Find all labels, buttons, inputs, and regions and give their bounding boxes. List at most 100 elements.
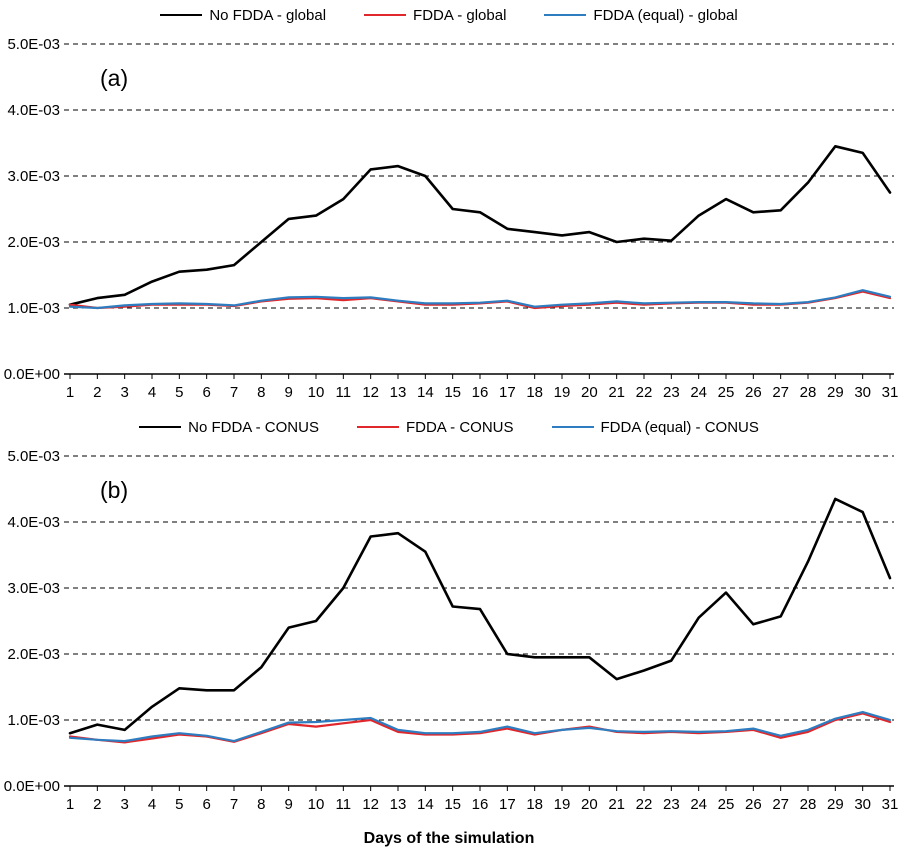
legend-line-swatch [139,426,182,428]
panel-label: (b) [100,477,128,503]
series-line-fdda_equal [68,289,892,310]
x-tick-label: 3 [120,796,128,813]
x-axis-title: Days of the simulation [363,830,535,847]
series-line-fdda_equal [68,711,892,743]
x-tick-label: 19 [554,384,571,401]
x-tick-label: 18 [526,384,543,401]
x-tick-label: 29 [827,796,844,813]
x-tick-label: 16 [472,796,489,813]
legend-item: No FDDA - CONUS [139,419,319,436]
x-tick-label: 26 [745,384,762,401]
y-tick-label: 5.0E-03 [7,448,60,465]
legend-item: No FDDA - global [160,7,326,24]
x-tick-label: 20 [581,796,598,813]
legend-item: FDDA (equal) - CONUS [551,418,759,436]
legend-label: No FDDA - CONUS [188,418,319,436]
x-tick-label: 27 [772,384,789,401]
x-tick-label: 2 [93,384,101,401]
x-tick-label: 21 [608,384,625,401]
x-tick-label: 27 [772,796,789,813]
x-tick-label: 7 [230,796,238,813]
x-tick-label: 31 [882,796,898,813]
x-tick-label: 30 [854,796,871,813]
x-tick-label: 23 [663,796,680,813]
x-tick-label: 20 [581,384,598,401]
x-tick-label: 5 [175,384,183,401]
x-tick-label: 14 [417,796,434,813]
x-tick-label: 13 [390,384,407,401]
x-tick-label: 23 [663,384,680,401]
x-tick-label: 5 [175,796,183,813]
legend-item: FDDA - CONUS [356,418,514,436]
x-tick-label: 1 [66,384,74,401]
x-tick-label: 21 [608,796,625,813]
x-tick-label: 31 [882,384,898,401]
y-tick-label: 1.0E-03 [7,300,60,317]
plot-panel-a: 0.0E+00 1.0E-03 2.0E-03 3.0E-03 4.0E-03 5.0E-… [4,36,898,401]
y-tick-label: 4.0E-03 [7,102,60,119]
x-tick-label: 22 [636,796,653,813]
x-tick-label: 17 [499,796,516,813]
y-tick-label: 0.0E+00 [4,366,60,383]
series-line-no_fdda [68,497,892,735]
x-tick-label: 2 [93,796,101,813]
y-tick-label: 0.0E+00 [4,778,60,795]
x-tick-label: 15 [444,384,461,401]
x-tick-label: 8 [257,384,265,401]
x-tick-label: 6 [202,796,210,813]
x-tick-label: 1 [66,796,74,813]
x-tick-label: 28 [800,384,817,401]
x-tick-label: 24 [690,796,707,813]
x-tick-label: 7 [230,384,238,401]
x-tick-label: 13 [390,796,407,813]
legend-panel-b: No FDDA - CONUS FDDA - CONUS FDDA (equal) … [0,412,898,442]
x-tick-label: 11 [336,796,352,813]
y-tick-label: 1.0E-03 [7,712,60,729]
y-tick-label: 3.0E-03 [7,168,60,185]
plot-panel-b: 0.0E+00 1.0E-03 2.0E-03 3.0E-03 4.0E-03 5.0E-… [4,448,898,813]
y-tick-label: 2.0E-03 [7,646,60,663]
legend-line-swatch [544,14,587,16]
legend-line-swatch [364,14,407,16]
series-line-no_fdda [68,145,892,307]
legend-line-swatch [551,426,594,428]
x-tick-label: 12 [362,384,379,401]
x-tick-label: 18 [526,796,543,813]
series-line-fdda [68,712,892,744]
legend-label: FDDA (equal) - CONUS [600,418,759,436]
x-tick-label: 25 [718,384,735,401]
x-tick-label: 16 [472,384,489,401]
y-tick-label: 3.0E-03 [7,580,60,597]
series-line-fdda [68,290,892,310]
chart-panel-b: No FDDA - CONUS FDDA - CONUS FDDA (equal) … [0,412,898,824]
legend-item: FDDA (equal) - global [544,6,738,24]
x-tick-label: 15 [444,796,461,813]
x-tick-label: 10 [308,384,325,401]
x-tick-label: 4 [148,384,156,401]
legend-label: FDDA (equal) - global [593,6,738,24]
x-tick-label: 28 [800,796,817,813]
x-tick-label: 3 [120,384,128,401]
x-tick-label: 6 [202,384,210,401]
x-tick-label: 25 [718,796,735,813]
x-tick-label: 17 [499,384,516,401]
x-tick-label: 19 [554,796,571,813]
x-tick-label: 22 [636,384,653,401]
x-tick-label: 11 [336,384,352,401]
panel-label: (a) [100,65,128,91]
y-tick-label: 5.0E-03 [7,36,60,53]
x-tick-label: 9 [284,796,292,813]
x-tick-label: 24 [690,384,707,401]
x-tick-label: 8 [257,796,265,813]
legend-line-swatch [160,14,203,16]
legend-label: No FDDA - global [209,6,327,24]
legend-label: FDDA - CONUS [405,418,514,436]
x-tick-label: 10 [308,796,325,813]
chart-panel-a: No FDDA - global FDDA - global FDDA (equal… [0,0,898,412]
x-tick-label: 30 [854,384,871,401]
legend-line-swatch [356,426,399,428]
x-tick-label: 9 [284,384,292,401]
x-tick-label: 26 [745,796,762,813]
y-tick-label: 2.0E-03 [7,234,60,251]
y-tick-label: 4.0E-03 [7,514,60,531]
